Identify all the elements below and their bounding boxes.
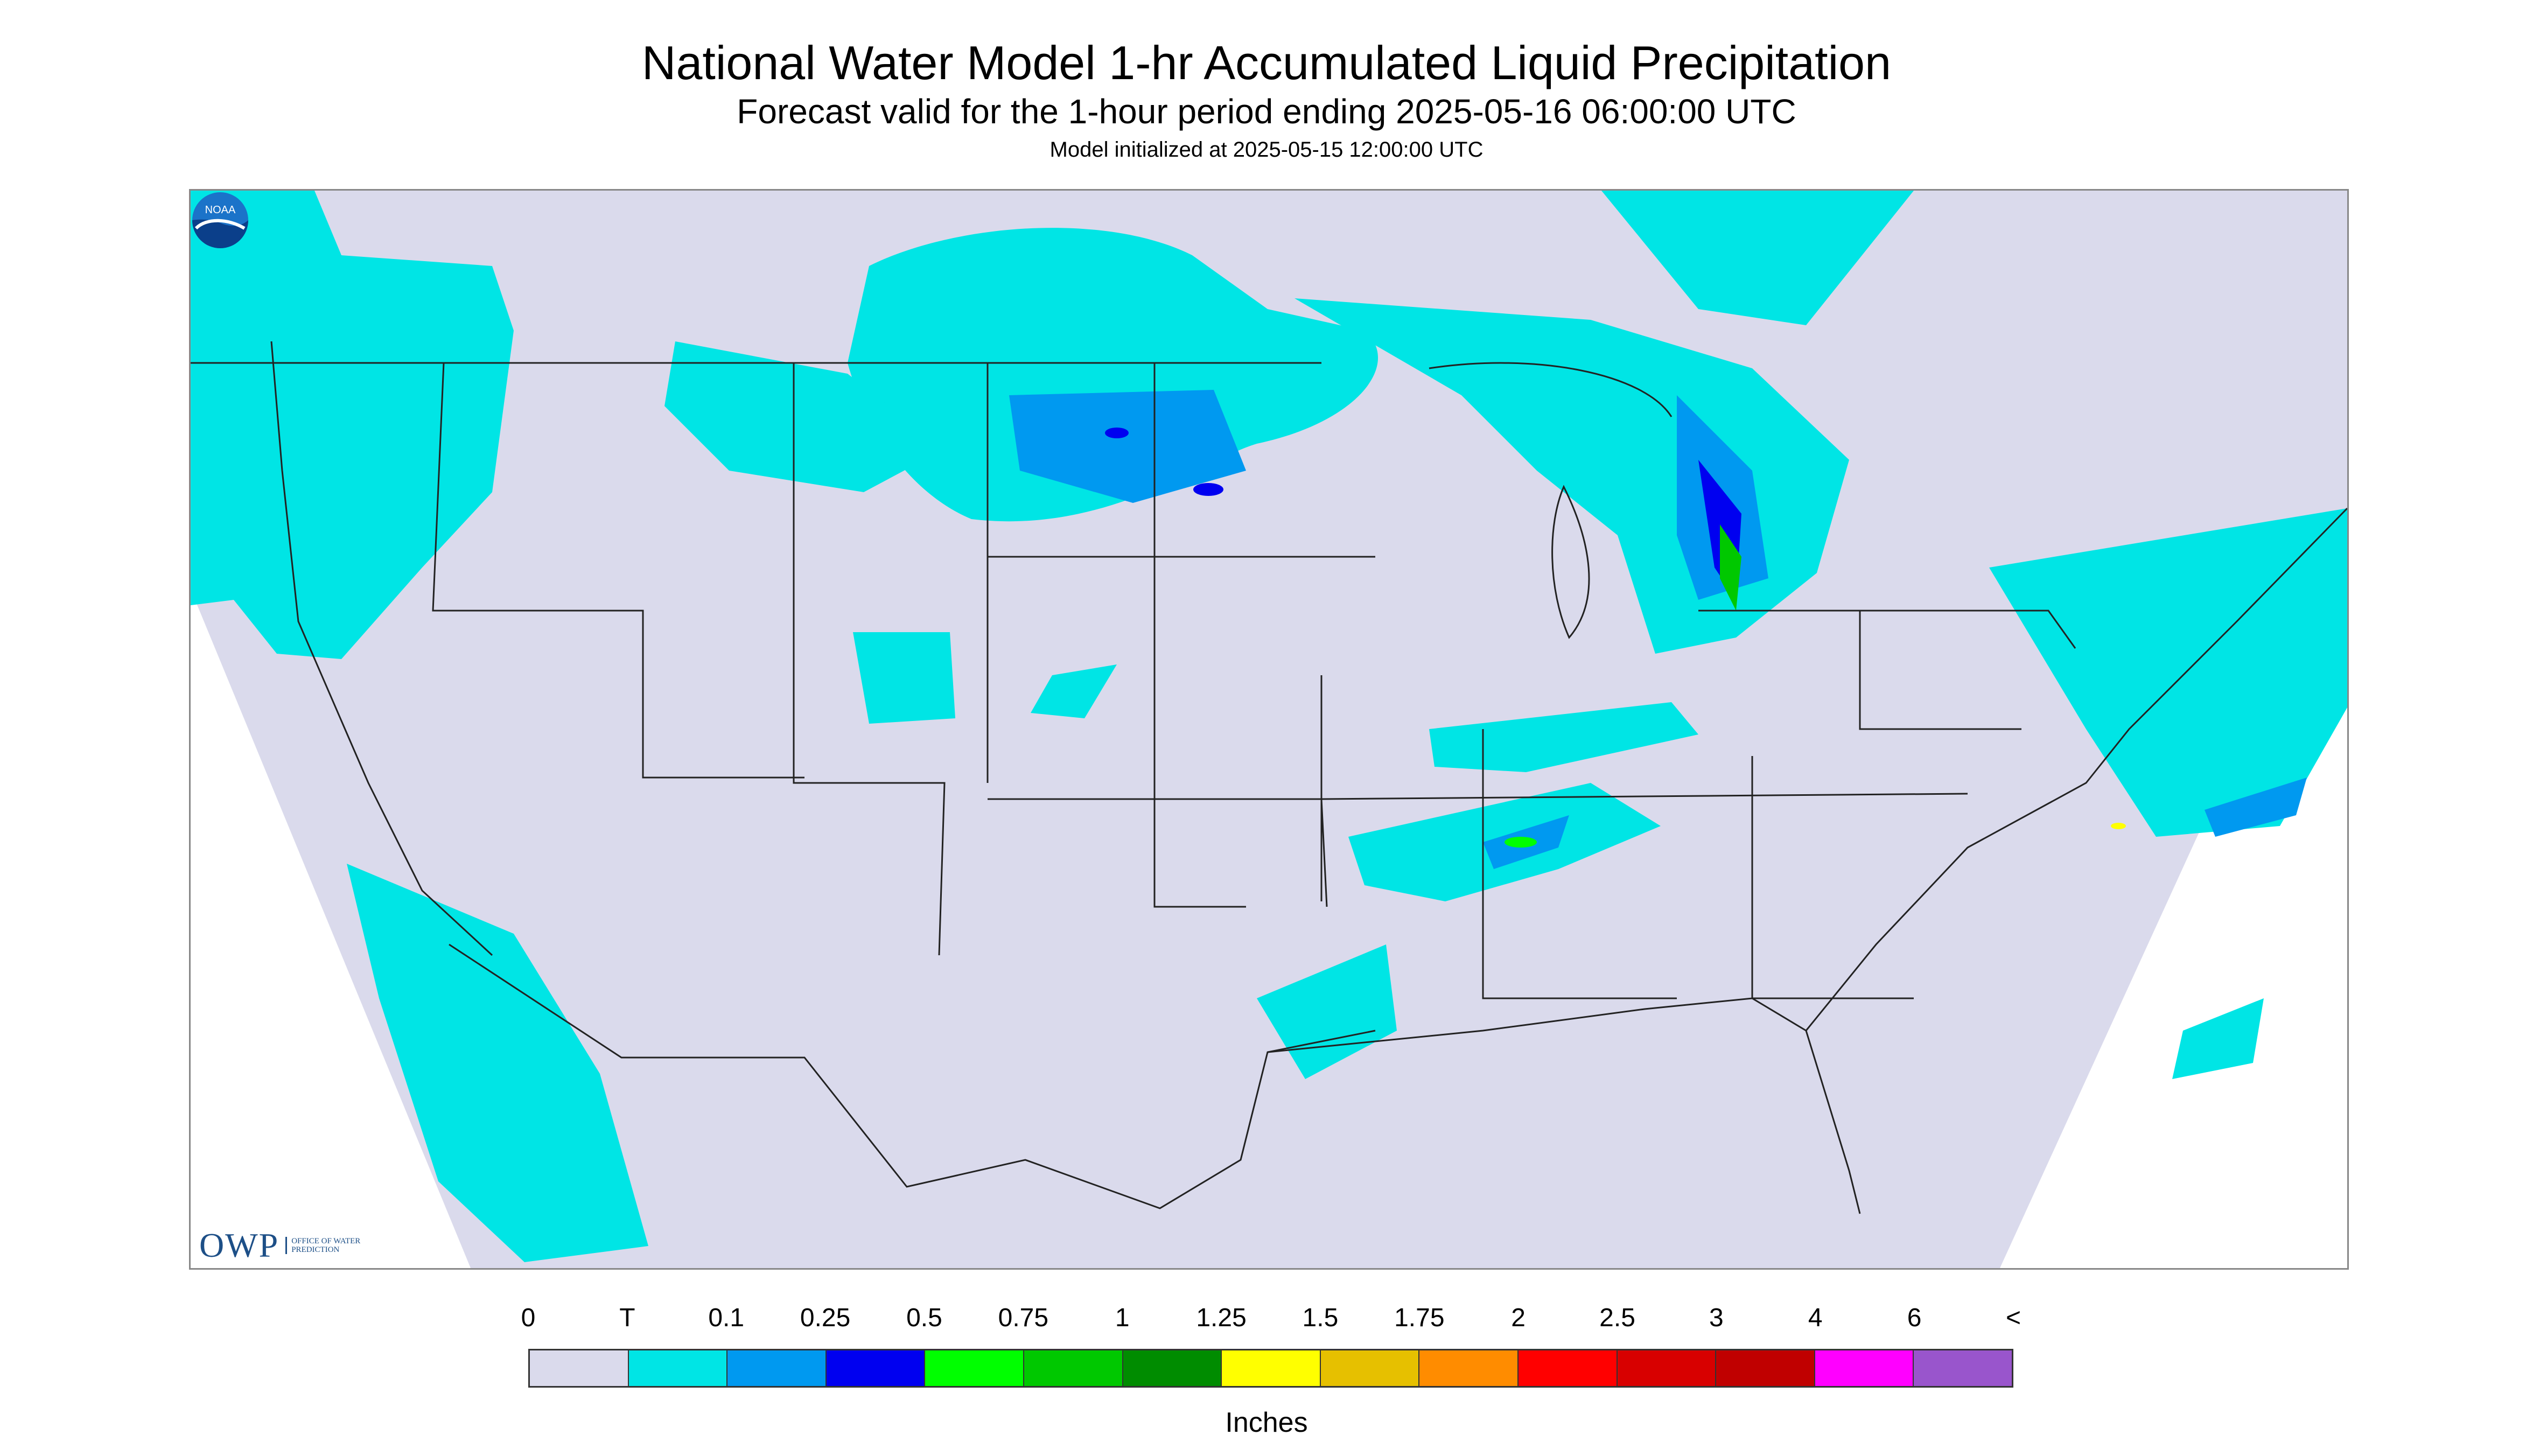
legend-tick-label: 1 xyxy=(1115,1304,1130,1332)
legend-tick-label: 1.25 xyxy=(1196,1304,1247,1332)
legend-swatch xyxy=(1815,1350,1914,1386)
precip-heavy-michigan xyxy=(1720,524,1741,611)
legend-tick-label: 6 xyxy=(1907,1304,1922,1332)
legend-tick-label: 1.5 xyxy=(1302,1304,1339,1332)
precip-gulf xyxy=(1257,944,1397,1079)
legend-swatch xyxy=(1222,1350,1321,1386)
precip-ontario xyxy=(1601,191,1914,325)
legend-tick-label: 3 xyxy=(1709,1304,1724,1332)
legend-swatch xyxy=(628,1350,728,1386)
precip-north-plains xyxy=(848,228,1379,522)
coastlines xyxy=(270,341,2347,1214)
legend-tick-label: 0.75 xyxy=(998,1304,1049,1332)
precip-heavy-tennessee xyxy=(1505,837,1537,848)
legend-swatch xyxy=(1914,1350,2012,1386)
precip-mid-atlantic xyxy=(1989,508,2347,837)
legend-units: Inches xyxy=(1225,1407,1308,1438)
precip-heavy-offshore xyxy=(2111,823,2126,829)
precip-offshore xyxy=(2205,778,2307,837)
legend-swatch xyxy=(530,1350,629,1386)
precip-atlantic-scattered xyxy=(2172,998,2264,1079)
precip-colorado xyxy=(853,632,955,724)
legend-tick-label: 0.25 xyxy=(800,1304,851,1332)
legend-swatch xyxy=(1518,1350,1618,1386)
legend-tick-label: 2.5 xyxy=(1599,1304,1635,1332)
precip-pacific-nw xyxy=(191,191,514,659)
no-data-west xyxy=(191,589,471,1268)
precip-ohio-valley xyxy=(1429,702,1698,772)
precip-southwest xyxy=(347,864,648,1262)
color-legend xyxy=(528,1349,2013,1388)
legend-tick-label: < xyxy=(2005,1304,2021,1332)
legend-swatch xyxy=(727,1350,827,1386)
map-subtitle: Forecast valid for the 1-hour period end… xyxy=(737,92,1796,131)
legend-swatch xyxy=(1320,1350,1420,1386)
legend-swatch xyxy=(1716,1350,1815,1386)
map-title: National Water Model 1-hr Accumulated Li… xyxy=(641,36,1892,89)
legend-swatch xyxy=(1123,1350,1222,1386)
precip-kansas xyxy=(1031,664,1117,718)
precip-great-lakes xyxy=(1295,298,1849,654)
legend-tick-label: 4 xyxy=(1808,1304,1823,1332)
legend-tick-label: 2 xyxy=(1511,1304,1526,1332)
precipitation-map: OWP OFFICE OF WATER PREDICTION NOAA xyxy=(189,189,2349,1270)
owp-logo: OWP OFFICE OF WATER PREDICTION xyxy=(199,1226,367,1265)
legend-tick-label: T xyxy=(619,1304,635,1332)
precip-core-minnesota xyxy=(1105,428,1129,438)
init-time: Model initialized at 2025-05-15 12:00:00… xyxy=(1049,138,1484,162)
owp-logo-text: OFFICE OF WATER PREDICTION xyxy=(285,1237,367,1254)
legend-tick-label: 0.5 xyxy=(906,1304,942,1332)
owp-logo-mark: OWP xyxy=(199,1226,279,1264)
legend-swatch xyxy=(1024,1350,1123,1386)
legend-swatch xyxy=(925,1350,1024,1386)
noaa-logo-text: NOAA xyxy=(205,204,236,216)
noaa-logo-icon: NOAA xyxy=(192,192,248,248)
legend-tick-label: 1.75 xyxy=(1394,1304,1445,1332)
political-boundaries xyxy=(191,362,2076,1209)
precip-dakotas-light xyxy=(1009,390,1246,503)
legend-swatch xyxy=(826,1350,926,1386)
legend-tick-label: 0 xyxy=(521,1304,536,1332)
legend-swatch xyxy=(1617,1350,1717,1386)
precip-core-north-dakota xyxy=(1193,483,1223,496)
legend-tick-label: 0.1 xyxy=(708,1304,745,1332)
legend-swatch xyxy=(1419,1350,1519,1386)
precip-northern-rockies xyxy=(664,341,944,492)
